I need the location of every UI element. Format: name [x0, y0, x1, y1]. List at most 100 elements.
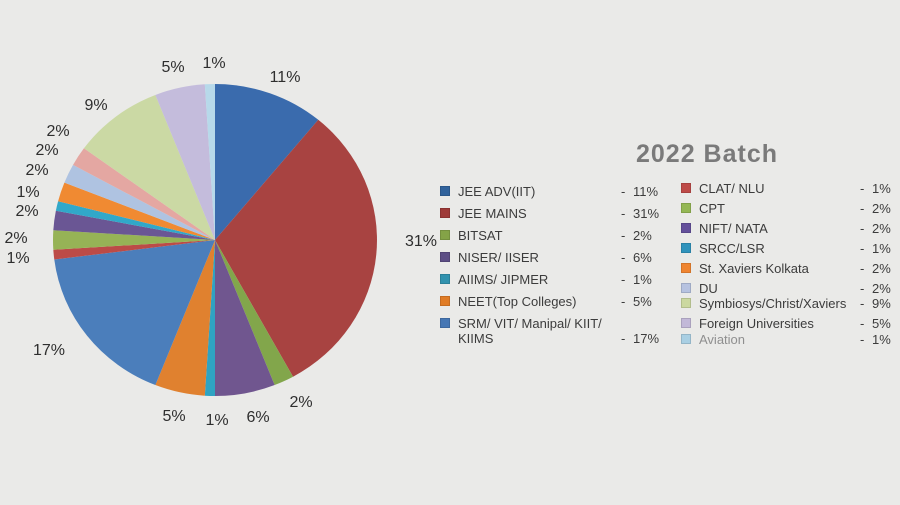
pie-slice [83, 94, 215, 240]
legend-swatch [440, 230, 450, 240]
legend-label: CPT [699, 201, 725, 216]
legend-label: DU [699, 281, 718, 296]
legend-dash: - [860, 316, 865, 331]
pie-slice-label: 1% [16, 184, 39, 201]
legend-swatch [440, 208, 450, 218]
legend-item: Aviation -1% [681, 332, 893, 347]
pie-slice-label: 2% [15, 203, 38, 220]
legend-swatch [681, 203, 691, 213]
legend-swatch [440, 252, 450, 262]
legend-swatch [440, 274, 450, 284]
legend-value: 2% [872, 261, 891, 276]
legend-item: Symbiosys/Christ/Xaviers -9% [681, 296, 893, 311]
pie-slice [54, 240, 215, 386]
legend-value: 1% [872, 181, 891, 196]
legend-value: 17% [633, 331, 660, 346]
pie-slice [73, 148, 215, 240]
pie-slice-label: 11% [270, 69, 301, 86]
pie-slice-label: 2% [46, 123, 69, 140]
pie-slice [215, 119, 377, 377]
pie-slice-label: 5% [162, 408, 185, 425]
legend-label: NIFT/ NATA [699, 221, 768, 236]
pie-slice [64, 164, 215, 240]
legend-value: 2% [872, 221, 891, 236]
pie-slice [58, 182, 216, 240]
legend-swatch [440, 296, 450, 306]
legend-dash: - [860, 201, 865, 216]
pie-slice [155, 240, 215, 396]
legend-dash: - [860, 296, 865, 311]
legend-label: SRCC/LSR [699, 241, 765, 256]
legend-dash: - [860, 261, 865, 276]
legend-label: Symbiosys/Christ/Xaviers [699, 296, 847, 311]
legend-dash: - [621, 294, 626, 309]
legend-dash: - [860, 241, 865, 256]
legend-swatch [681, 318, 691, 328]
legend-value: 1% [633, 272, 652, 287]
legend-label: Aviation [699, 332, 746, 347]
legend-label: JEE ADV(IIT) [458, 184, 536, 199]
legend-value: 6% [633, 250, 652, 265]
legend-item: DU -2% [681, 281, 893, 296]
pie-slice-label: 2% [4, 230, 27, 247]
legend-item: JEE ADV(IIT) -11% [440, 184, 670, 199]
legend-dash: - [860, 332, 865, 347]
pie-slice [215, 240, 275, 397]
pie-slice-label: 1% [205, 412, 228, 429]
pie-slice-label: 1% [6, 250, 29, 267]
legend-dash: - [621, 331, 626, 346]
legend-swatch [681, 243, 691, 253]
legend-value: 5% [633, 294, 652, 309]
pie-chart-canvas: 11% 31% 2% 6% 1% 5% 17% 1% 2% 2% 1% 2% 2% 2% 9% 5% 1% [4, 55, 437, 429]
legend-label: Foreign Universities [699, 316, 814, 331]
legend-label: NISER/ IISER [458, 250, 539, 265]
legend-item: SRCC/LSR -1% [681, 241, 893, 256]
legend-value: 11% [633, 184, 659, 199]
legend-label: CLAT/ NLU [699, 181, 765, 196]
legend-value: 31% [633, 206, 660, 221]
legend-label: AIIMS/ JIPMER [458, 272, 549, 287]
legend-item: AIIMS/ JIPMER -1% [440, 272, 670, 287]
legend-item: CPT -2% [681, 201, 893, 216]
pie-slice [204, 240, 215, 396]
legend-label: JEE MAINS [458, 206, 527, 221]
legend-column-left: JEE ADV(IIT) -11% JEE MAINS -31% BITSAT -2% NI… [440, 184, 670, 353]
pie-slice [215, 240, 294, 386]
pie-slice [53, 230, 216, 250]
pie-chart: 11% 31% 2% 6% 1% 5% 17% 1% 2% 2% 1% 2% 2% 2% 9% 5% 1% [0, 0, 440, 500]
legend-swatch [681, 283, 691, 293]
legend-label: BITSAT [458, 228, 503, 243]
legend-value: 5% [872, 316, 891, 331]
legend-value: 2% [872, 281, 891, 296]
legend-item: JEE MAINS -31% [440, 206, 670, 221]
legend-dash: - [621, 272, 626, 287]
pie-slice-label: 2% [35, 142, 58, 159]
pie-slice-label: 1% [202, 55, 225, 72]
pie-slice-label: 5% [161, 59, 184, 76]
pie-slice [53, 240, 215, 260]
legend-dash: - [621, 250, 626, 265]
legend-value: 2% [633, 228, 652, 243]
legend-label: NEET(Top Colleges) [458, 294, 577, 309]
legend-label: SRM/ VIT/ Manipal/ KIIT/ KIIMS [458, 316, 602, 346]
legend-swatch [681, 183, 691, 193]
pie-slice-label: 2% [25, 162, 48, 179]
legend-label: St. Xaviers Kolkata [699, 261, 809, 276]
pie-slice-label: 2% [289, 394, 312, 411]
pie-slice [204, 84, 215, 240]
legend-item: CLAT/ NLU -1% [681, 181, 893, 196]
legend-value: 2% [872, 201, 891, 216]
legend-swatch [681, 223, 691, 233]
pie-slice-label: 9% [84, 97, 107, 114]
legend-swatch [681, 334, 691, 344]
legend-dash: - [860, 221, 865, 236]
legend-item: Foreign Universities -5% [681, 316, 893, 331]
legend-dash: - [860, 281, 865, 296]
pie-slice [155, 84, 215, 240]
legend-dash: - [621, 206, 626, 221]
legend-dash: - [860, 181, 865, 196]
legend-swatch [440, 186, 450, 196]
pie-slice-label: 31% [405, 233, 437, 250]
pie-slice [55, 201, 216, 240]
